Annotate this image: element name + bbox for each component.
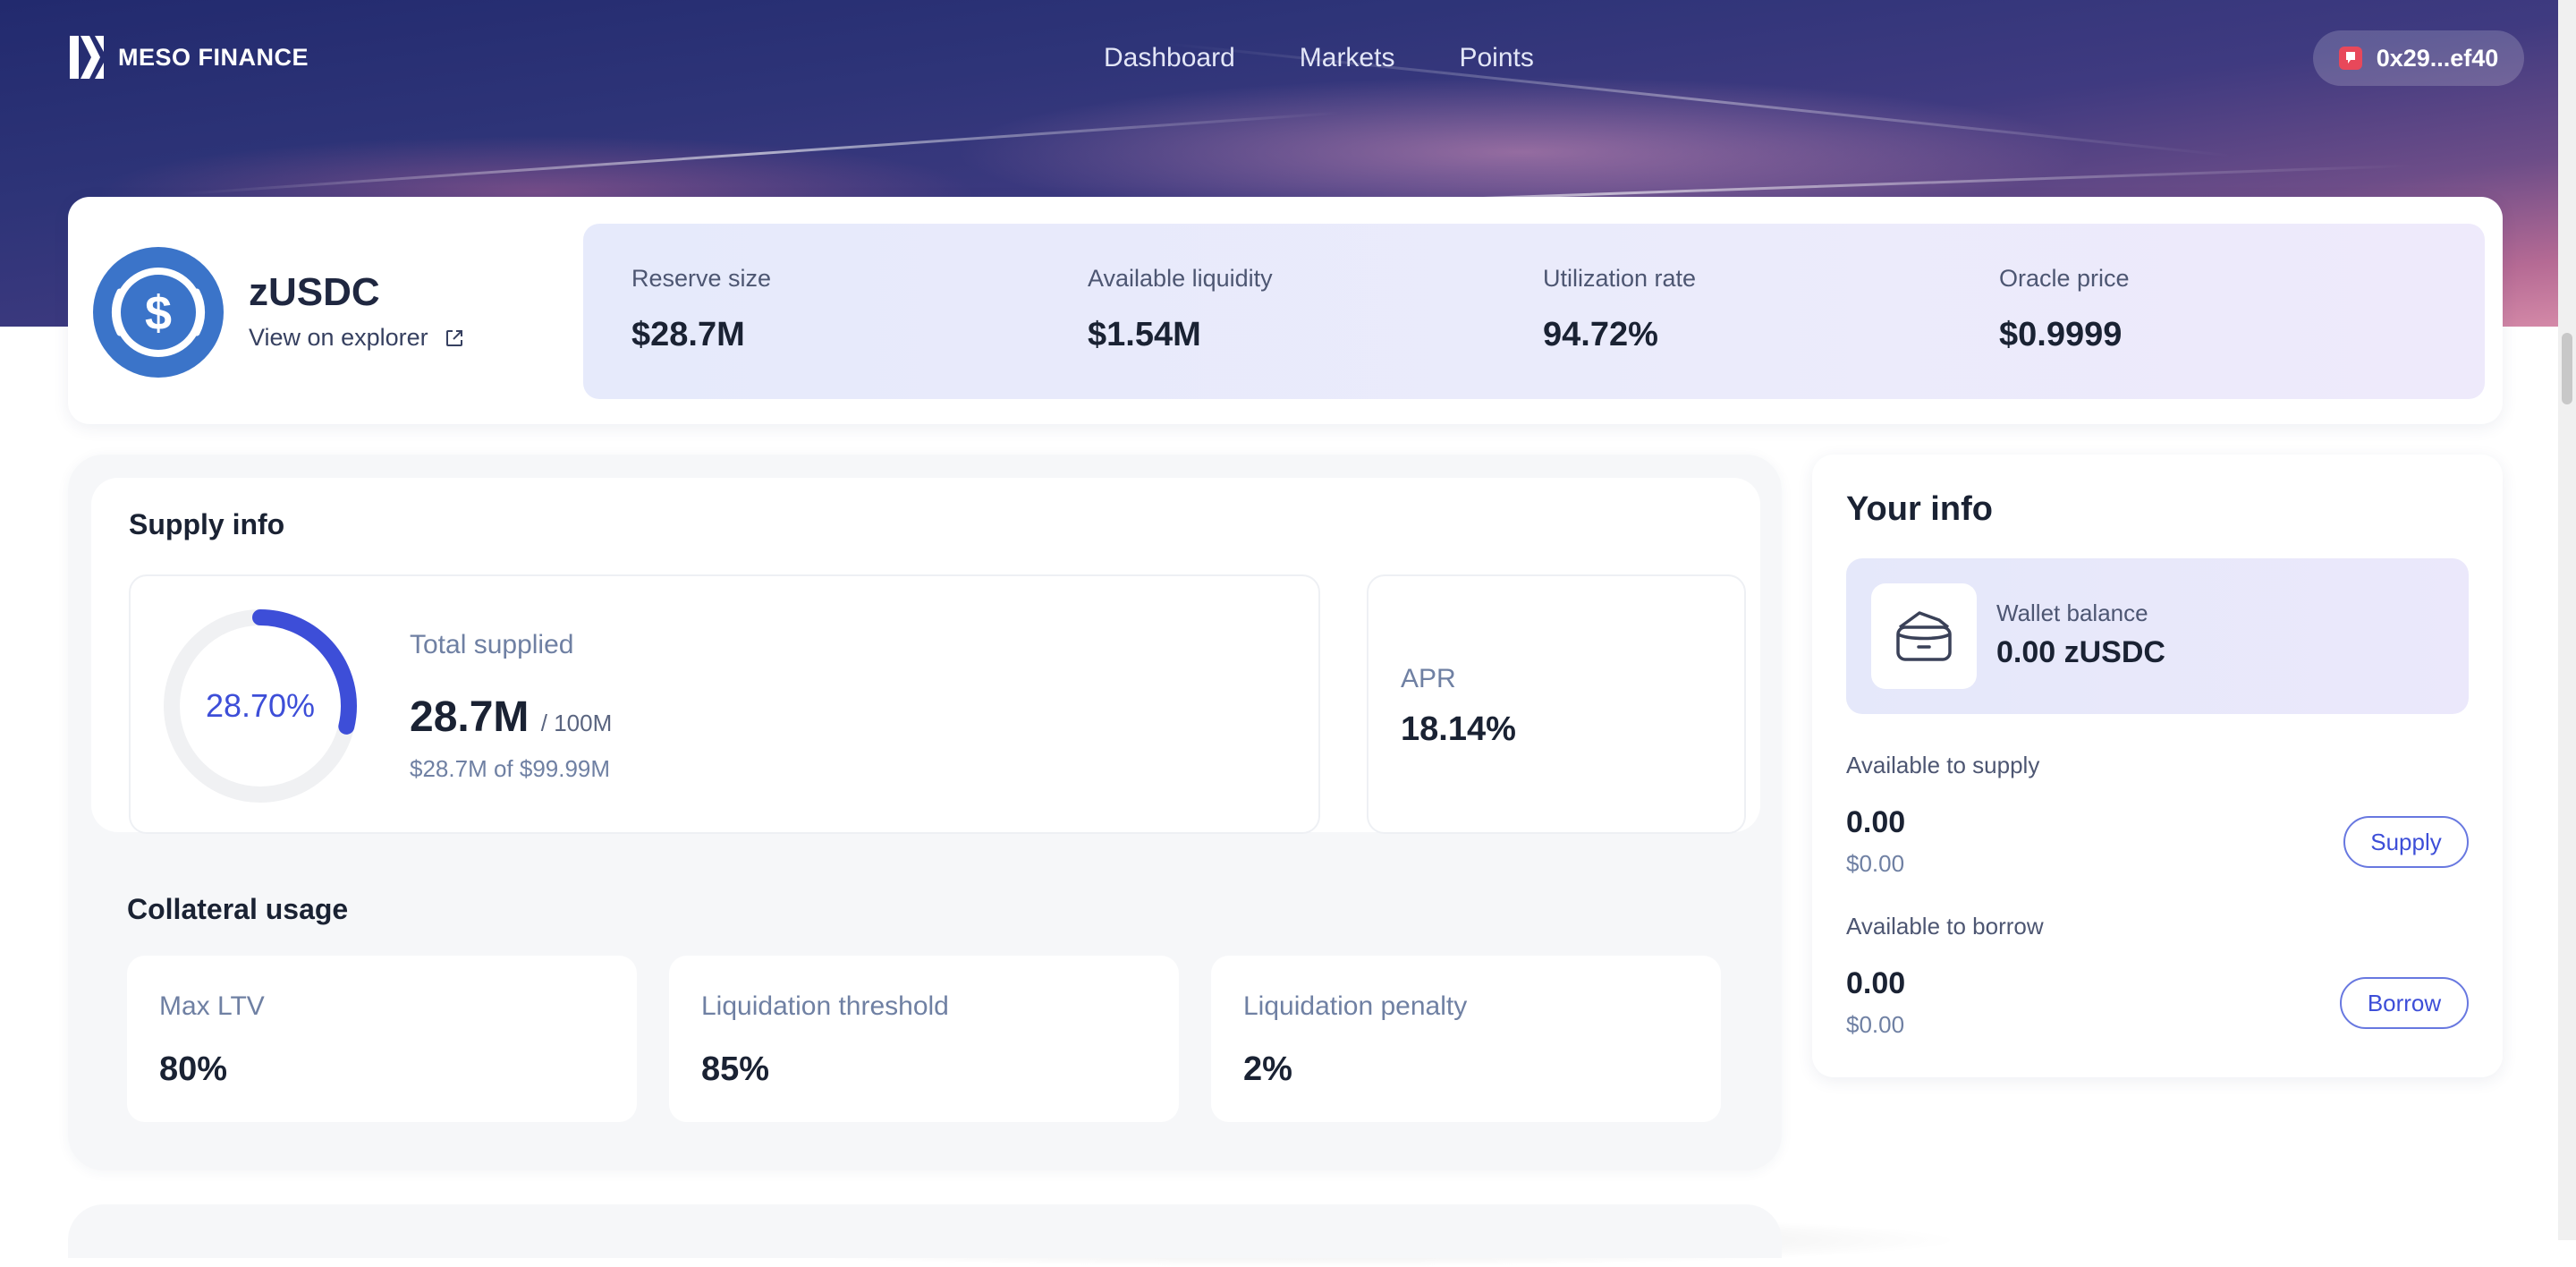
wallet-balance-value: 0.00 zUSDC xyxy=(1996,635,2165,669)
available-to-borrow-label: Available to borrow xyxy=(1846,913,2044,940)
stat-label: Oracle price xyxy=(1999,265,2130,292)
metric-value: 85% xyxy=(701,1050,770,1088)
stat-value: $1.54M xyxy=(1088,316,1201,353)
gauge-percent: 28.70% xyxy=(205,687,316,724)
stat-label: Reserve size xyxy=(631,265,772,292)
asset-symbol: zUSDC xyxy=(249,270,380,314)
usdc-token-icon: $ xyxy=(93,247,224,378)
metric-value: 80% xyxy=(159,1050,228,1088)
metric-label: Liquidation threshold xyxy=(701,991,949,1021)
external-link-icon xyxy=(445,329,462,346)
available-to-supply-label: Available to supply xyxy=(1846,752,2040,778)
asset-header-card: $ zUSDC View on explorer Reserve size $2… xyxy=(68,197,2503,424)
liquidation-penalty-card: Liquidation penalty 2% xyxy=(1211,956,1721,1122)
wallet-avatar-icon xyxy=(2338,47,2362,70)
stat-value: $28.7M xyxy=(631,316,745,353)
hero-streak xyxy=(180,111,1341,196)
wallet-balance-label: Wallet balance xyxy=(1996,599,2148,626)
svg-text:$: $ xyxy=(145,286,172,340)
wallet-balance-box: Wallet balance 0.00 zUSDC xyxy=(1846,558,2469,714)
apr-box: APR 18.14% xyxy=(1367,574,1746,834)
explorer-label: View on explorer xyxy=(249,324,428,351)
available-to-borrow-usd: $0.00 xyxy=(1846,1011,1905,1038)
available-to-supply-amount: 0.00 xyxy=(1846,805,1906,839)
total-supplied-amount: 28.7M xyxy=(410,693,530,741)
wallet-icon xyxy=(1896,611,1952,661)
main-nav: Dashboard Markets Points xyxy=(1104,43,1534,73)
stat-utilization-rate: Utilization rate 94.72% xyxy=(1543,265,1696,354)
supply-button[interactable]: Supply xyxy=(2343,816,2469,868)
stat-available-liquidity: Available liquidity $1.54M xyxy=(1088,265,1273,354)
available-to-supply-usd: $0.00 xyxy=(1846,850,1905,877)
meso-logo-icon xyxy=(70,36,104,79)
nav-points[interactable]: Points xyxy=(1459,43,1534,72)
stat-reserve-size: Reserve size $28.7M xyxy=(631,265,771,354)
wallet-icon-container xyxy=(1871,583,1977,689)
stat-label: Available liquidity xyxy=(1088,265,1273,292)
brand-logo[interactable]: MESO FINANCE xyxy=(66,32,309,82)
reserve-details-panel: Supply info 28.70% Total supplied 28.7M … xyxy=(68,455,1782,1170)
stat-oracle-price: Oracle price $0.9999 xyxy=(1999,265,2130,354)
borrow-button[interactable]: Borrow xyxy=(2340,977,2469,1029)
asset-stats-strip: Reserve size $28.7M Available liquidity … xyxy=(583,224,2485,399)
total-supplied-usd: $28.7M of $99.99M xyxy=(410,755,611,782)
view-on-explorer-link[interactable]: View on explorer xyxy=(249,324,464,352)
top-bar: MESO FINANCE Dashboard Markets Points 0x… xyxy=(0,0,2576,116)
max-ltv-card: Max LTV 80% xyxy=(127,956,637,1122)
supply-info-card: Supply info 28.70% Total supplied 28.7M … xyxy=(91,478,1760,834)
total-supplied-value: 28.7M / 100M xyxy=(410,693,612,742)
stat-value: $0.9999 xyxy=(1999,316,2123,353)
supply-cap-gauge xyxy=(164,609,357,803)
page-scrollbar[interactable] xyxy=(2558,0,2576,1240)
next-section-card xyxy=(68,1204,1782,1258)
scrollbar-thumb[interactable] xyxy=(2562,333,2572,404)
metric-value: 2% xyxy=(1243,1050,1292,1088)
brand-name: MESO FINANCE xyxy=(118,43,309,71)
available-to-borrow-amount: 0.00 xyxy=(1846,966,1906,1000)
stat-value: 94.72% xyxy=(1543,316,1658,353)
total-supplied-cap: / 100M xyxy=(540,710,613,736)
nav-markets[interactable]: Markets xyxy=(1299,43,1395,72)
liquidation-threshold-card: Liquidation threshold 85% xyxy=(669,956,1179,1122)
your-info-card: Your info Wallet balance 0.00 zUSDC Avai… xyxy=(1812,455,2503,1077)
collateral-usage-title: Collateral usage xyxy=(127,893,349,925)
total-supplied-box: 28.70% Total supplied 28.7M / 100M $28.7… xyxy=(129,574,1320,834)
stat-label: Utilization rate xyxy=(1543,265,1697,292)
apr-value: 18.14% xyxy=(1401,710,1516,748)
gauge-fill xyxy=(164,609,357,803)
nav-dashboard[interactable]: Dashboard xyxy=(1104,43,1235,72)
metric-label: Max LTV xyxy=(159,991,265,1021)
wallet-button[interactable]: 0x29...ef40 xyxy=(2313,30,2524,86)
supply-info-title: Supply info xyxy=(129,508,285,540)
total-supplied-label: Total supplied xyxy=(410,630,574,659)
apr-label: APR xyxy=(1401,664,1456,693)
wallet-address: 0x29...ef40 xyxy=(2376,44,2499,72)
metric-label: Liquidation penalty xyxy=(1243,991,1468,1021)
your-info-title: Your info xyxy=(1846,490,1993,528)
